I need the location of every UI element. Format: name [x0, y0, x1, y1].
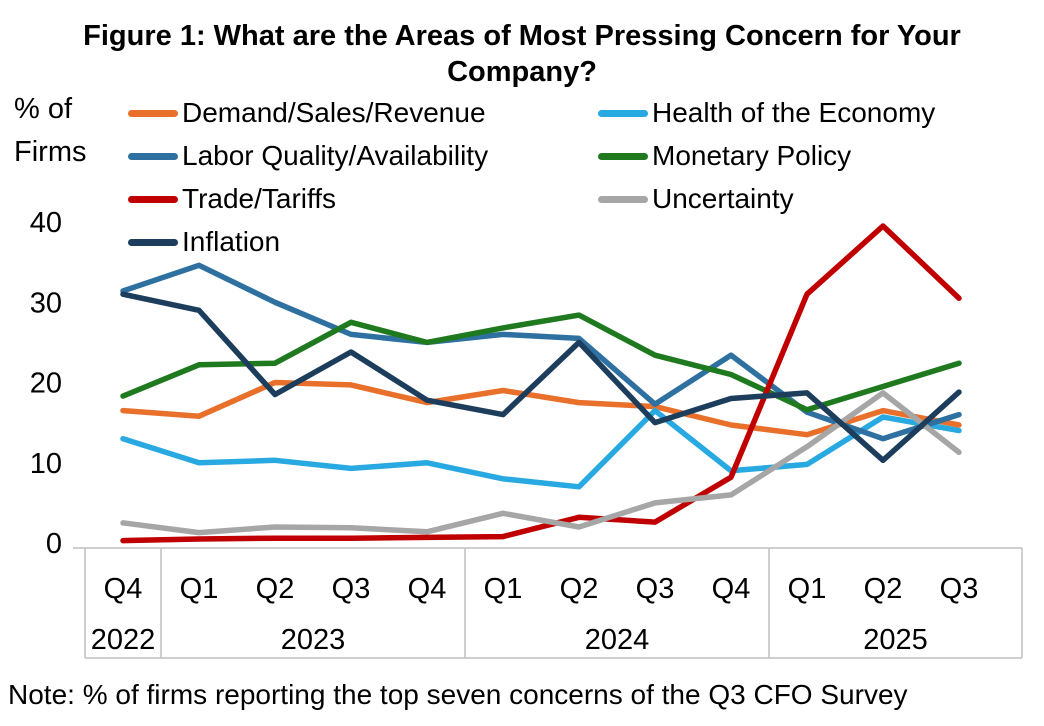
series-line-uncertainty [120, 390, 962, 536]
y-tick-label: 40 [30, 207, 62, 239]
legend-item: Trade/Tariffs [128, 182, 336, 216]
y-tick-label: 30 [30, 287, 62, 319]
legend-item: Health of the Economy [598, 96, 935, 130]
legend-label: Labor Quality/Availability [182, 140, 489, 171]
series-line-health-of-the-economy [120, 407, 962, 490]
legend-item: Labor Quality/Availability [128, 139, 488, 173]
x-year-label: 2024 [585, 624, 650, 656]
x-quarter-label: Q1 [788, 573, 827, 605]
legend-label: Trade/Tariffs [182, 183, 337, 214]
legend-item: Demand/Sales/Revenue [128, 96, 486, 130]
x-year-label: 2023 [281, 624, 346, 656]
series-line-inflation [120, 291, 962, 464]
x-quarter-label: Q3 [940, 573, 979, 605]
x-quarter-label: Q4 [104, 573, 143, 605]
x-quarter-label: Q3 [332, 573, 371, 605]
legend-label: Inflation [182, 226, 281, 257]
series-line-demand-sales-revenue [120, 379, 962, 438]
x-quarter-label: Q2 [256, 573, 295, 605]
legend-swatch-icon [128, 238, 178, 246]
x-year-label: 2022 [91, 624, 156, 656]
legend-swatch-icon [598, 109, 648, 117]
y-axis-label: % of Firms [14, 88, 86, 174]
y-tick-label: 0 [46, 528, 62, 560]
y-tick-label: 10 [30, 448, 62, 480]
x-quarter-label: Q3 [636, 573, 675, 605]
figure-title: Figure 1: What are the Areas of Most Pre… [83, 20, 961, 88]
legend-label: Health of the Economy [652, 97, 936, 128]
legend-label: Monetary Policy [652, 140, 852, 171]
legend-label: Uncertainty [652, 183, 794, 214]
legend-swatch-icon [128, 195, 178, 203]
footnote: Note: % of firms reporting the top seven… [8, 679, 908, 710]
series-line-labor-quality-availability [120, 262, 962, 442]
x-quarter-label: Q2 [864, 573, 903, 605]
x-quarter-label: Q2 [560, 573, 599, 605]
legend-swatch-icon [598, 195, 648, 203]
legend: Demand/Sales/Revenue Health of the Econom… [0, 0, 1044, 280]
x-quarter-label: Q1 [180, 573, 219, 605]
legend-swatch-icon [128, 152, 178, 160]
x-quarter-label: Q4 [712, 573, 751, 605]
legend-swatch-icon [128, 109, 178, 117]
series-line-trade-tariffs [120, 223, 962, 544]
x-quarter-label: Q4 [408, 573, 447, 605]
legend-swatch-icon [598, 152, 648, 160]
x-year-label: 2025 [863, 624, 928, 656]
legend-item: Monetary Policy [598, 139, 851, 173]
legend-item: Uncertainty [598, 182, 794, 216]
legend-item: Inflation [128, 225, 280, 259]
legend-label: Demand/Sales/Revenue [182, 97, 486, 128]
y-axis-label-line1: % of [14, 93, 73, 125]
x-quarter-label: Q1 [484, 573, 523, 605]
y-axis-label-line2: Firms [14, 136, 87, 168]
y-tick-label: 20 [30, 368, 62, 400]
